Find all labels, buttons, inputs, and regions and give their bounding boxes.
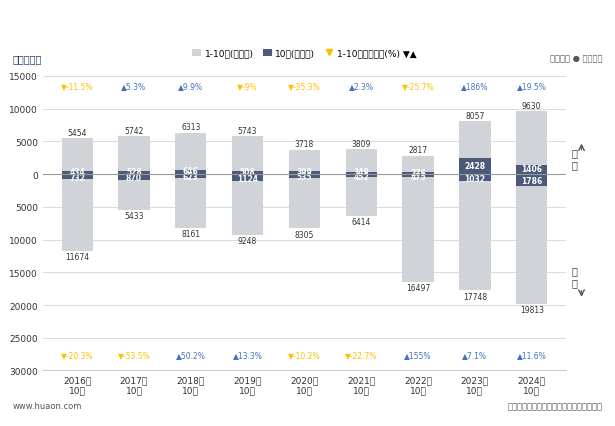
Text: 16497: 16497 xyxy=(406,284,430,293)
Text: 19813: 19813 xyxy=(520,305,544,314)
Bar xyxy=(346,173,377,175)
Bar xyxy=(516,175,547,304)
Text: 华经情报网: 华经情报网 xyxy=(12,54,42,63)
Text: ▲5.3%: ▲5.3% xyxy=(121,82,146,91)
Bar xyxy=(346,150,377,175)
Bar xyxy=(402,175,434,282)
Text: 623: 623 xyxy=(183,173,199,182)
Text: ▼-53.5%: ▼-53.5% xyxy=(117,350,150,359)
Bar xyxy=(62,139,93,175)
Text: ▲2.3%: ▲2.3% xyxy=(349,82,374,91)
Legend: 1-10月(万美元), 10月(万美元), 1-10月同比增速(%) ▼▲: 1-10月(万美元), 10月(万美元), 1-10月同比增速(%) ▼▲ xyxy=(189,46,420,62)
Text: 17748: 17748 xyxy=(463,292,487,301)
Text: 2817: 2817 xyxy=(408,146,427,155)
Text: 535: 535 xyxy=(296,173,312,181)
Bar xyxy=(516,175,547,186)
Text: ▲19.5%: ▲19.5% xyxy=(517,82,547,91)
Bar xyxy=(289,150,320,175)
Text: www.huaon.com: www.huaon.com xyxy=(12,401,82,410)
Bar xyxy=(459,175,491,291)
Text: 9630: 9630 xyxy=(522,101,541,110)
Text: 528: 528 xyxy=(126,167,142,176)
Bar xyxy=(232,137,263,175)
Bar xyxy=(118,171,149,175)
Text: ▼-9%: ▼-9% xyxy=(237,82,258,91)
Text: 数据来源：中国海关、华经产业研究所整理: 数据来源：中国海关、华经产业研究所整理 xyxy=(508,401,603,410)
Text: 8057: 8057 xyxy=(465,112,485,121)
Text: 5743: 5743 xyxy=(238,127,257,136)
Text: ▲9.9%: ▲9.9% xyxy=(178,82,204,91)
Text: ▲7.1%: ▲7.1% xyxy=(462,350,487,359)
Text: 进
口: 进 口 xyxy=(571,266,577,287)
Text: ▼-20.3%: ▼-20.3% xyxy=(61,350,93,359)
Text: ▲50.2%: ▲50.2% xyxy=(176,350,206,359)
Text: 11674: 11674 xyxy=(65,252,89,261)
Text: 6313: 6313 xyxy=(181,123,200,132)
Text: 1032: 1032 xyxy=(464,174,485,183)
Text: 6414: 6414 xyxy=(352,218,371,227)
Text: ▼-10.2%: ▼-10.2% xyxy=(288,350,320,359)
Text: ▲13.3%: ▲13.3% xyxy=(232,350,263,359)
Bar xyxy=(175,175,207,228)
Bar xyxy=(459,175,491,181)
Text: 1406: 1406 xyxy=(521,164,542,173)
Bar xyxy=(62,175,93,179)
Text: 2428: 2428 xyxy=(464,161,485,170)
Text: 349: 349 xyxy=(354,168,369,177)
Text: ▲155%: ▲155% xyxy=(404,350,432,359)
Bar xyxy=(516,112,547,175)
Bar xyxy=(232,175,263,235)
Bar xyxy=(118,175,149,210)
Bar xyxy=(289,175,320,229)
Text: 5454: 5454 xyxy=(68,129,87,138)
Text: 3718: 3718 xyxy=(295,140,314,149)
Bar xyxy=(459,159,491,175)
Text: 508: 508 xyxy=(240,167,255,176)
Bar xyxy=(402,175,434,178)
Text: ▲186%: ▲186% xyxy=(461,82,488,91)
Text: 452: 452 xyxy=(354,172,369,181)
Text: 9248: 9248 xyxy=(238,236,257,245)
Bar xyxy=(459,122,491,175)
Text: ▼-22.7%: ▼-22.7% xyxy=(345,350,378,359)
Bar xyxy=(62,175,93,251)
Bar xyxy=(402,173,434,175)
Text: ▼-11.5%: ▼-11.5% xyxy=(61,82,93,91)
Bar xyxy=(175,170,207,175)
Bar xyxy=(118,175,149,180)
Text: 475: 475 xyxy=(410,173,426,181)
Text: 出
口: 出 口 xyxy=(571,148,577,170)
Bar xyxy=(232,171,263,175)
Text: 1786: 1786 xyxy=(521,177,542,186)
Text: 3809: 3809 xyxy=(352,139,371,149)
Text: 434: 434 xyxy=(69,168,85,177)
Bar xyxy=(175,175,207,179)
Text: ▼-25.7%: ▼-25.7% xyxy=(402,82,434,91)
Text: 732: 732 xyxy=(69,173,85,182)
Text: 8161: 8161 xyxy=(181,229,200,238)
Text: 5742: 5742 xyxy=(124,127,144,136)
Text: 399: 399 xyxy=(296,168,312,177)
Text: ▲11.6%: ▲11.6% xyxy=(517,350,547,359)
Text: 专业严谨 ● 客观科学: 专业严谨 ● 客观科学 xyxy=(550,54,603,63)
Text: 276: 276 xyxy=(410,168,426,177)
Text: ▼-35.3%: ▼-35.3% xyxy=(288,82,321,91)
Text: 1124: 1124 xyxy=(237,175,258,184)
Bar xyxy=(346,175,377,216)
Text: 646: 646 xyxy=(183,167,199,176)
Text: 870: 870 xyxy=(126,174,142,183)
Bar xyxy=(232,175,263,182)
Bar xyxy=(289,175,320,178)
Bar xyxy=(516,165,547,175)
Bar xyxy=(346,175,377,178)
Bar xyxy=(289,172,320,175)
Text: 8305: 8305 xyxy=(295,230,314,239)
Text: 2016-2024年10月新疆维吾尔自治区外商投资企业进、出口额: 2016-2024年10月新疆维吾尔自治区外商投资企业进、出口额 xyxy=(155,20,460,36)
Text: 5433: 5433 xyxy=(124,211,144,220)
Bar xyxy=(62,172,93,175)
Bar xyxy=(402,156,434,175)
Bar xyxy=(175,133,207,175)
Bar xyxy=(118,137,149,175)
